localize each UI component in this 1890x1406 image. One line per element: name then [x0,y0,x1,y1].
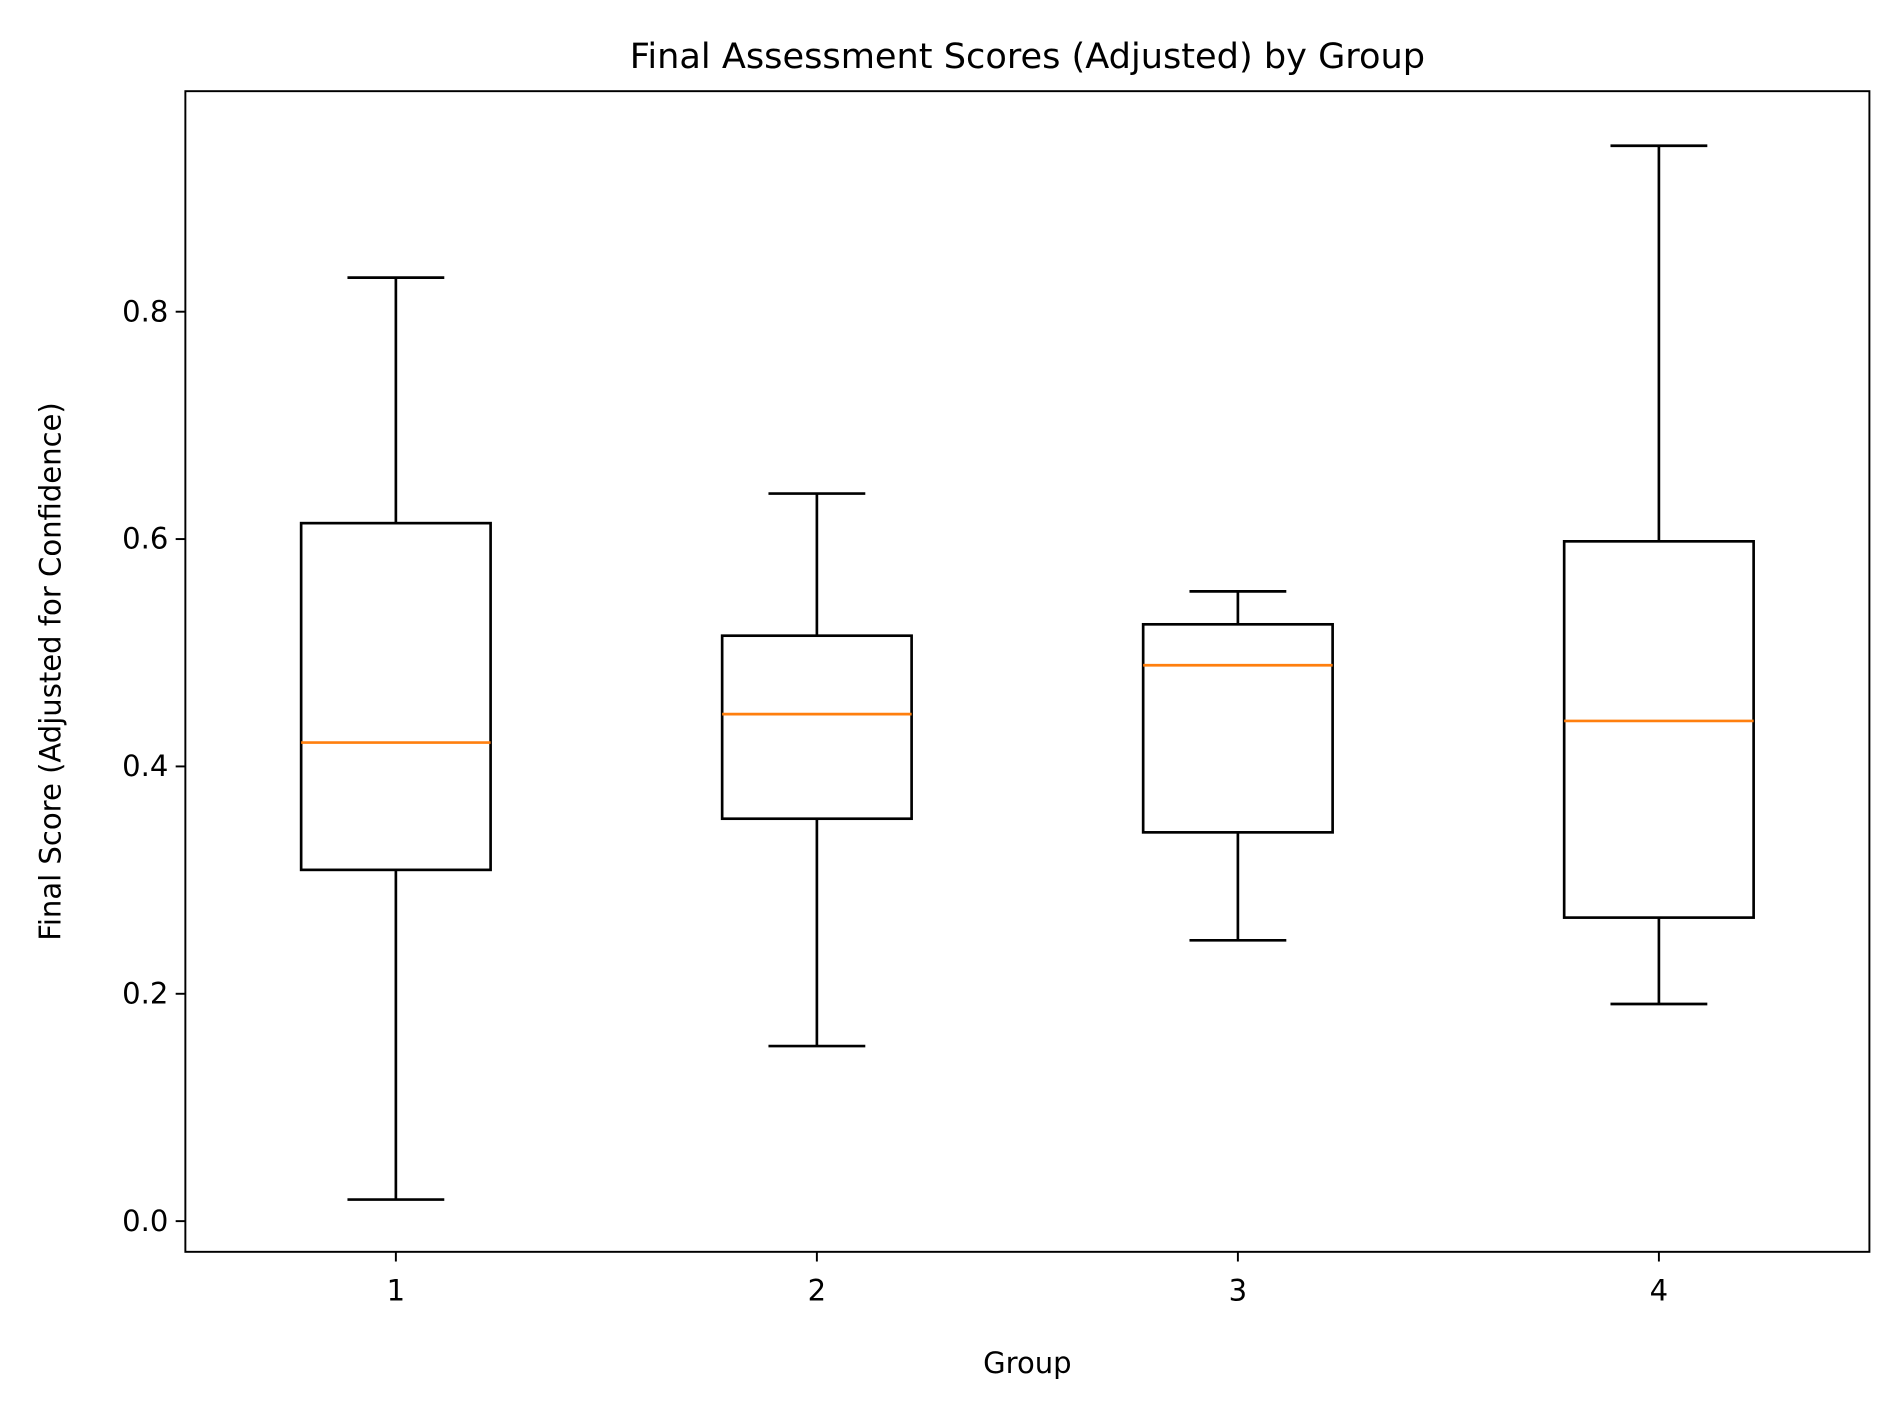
box-group-4 [1562,144,1755,1006]
x-axis-label: Group [983,1346,1071,1380]
y-tick-label: 0.0 [122,1204,168,1238]
x-tick-label: 4 [1650,1273,1669,1307]
iqr-box [720,634,913,821]
box-group-1 [299,276,492,1201]
y-tick-label: 0.6 [122,522,168,556]
x-tick-label: 1 [387,1273,405,1307]
iqr-box [1141,622,1334,834]
plot-frame [184,90,1871,1253]
y-tick-label: 0.4 [122,749,168,783]
box-group-3 [1141,590,1334,942]
y-axis-label: Final Score (Adjusted for Confidence) [34,402,68,941]
iqr-box [299,521,492,872]
iqr-box [1562,540,1755,919]
chart-title: Final Assessment Scores (Adjusted) by Gr… [630,36,1425,77]
y-tick-label: 0.2 [122,976,168,1010]
x-tick-label: 2 [808,1273,827,1307]
y-tick-label: 0.8 [122,294,168,328]
box-group-2 [720,492,913,1048]
x-tick-label: 3 [1229,1273,1248,1307]
